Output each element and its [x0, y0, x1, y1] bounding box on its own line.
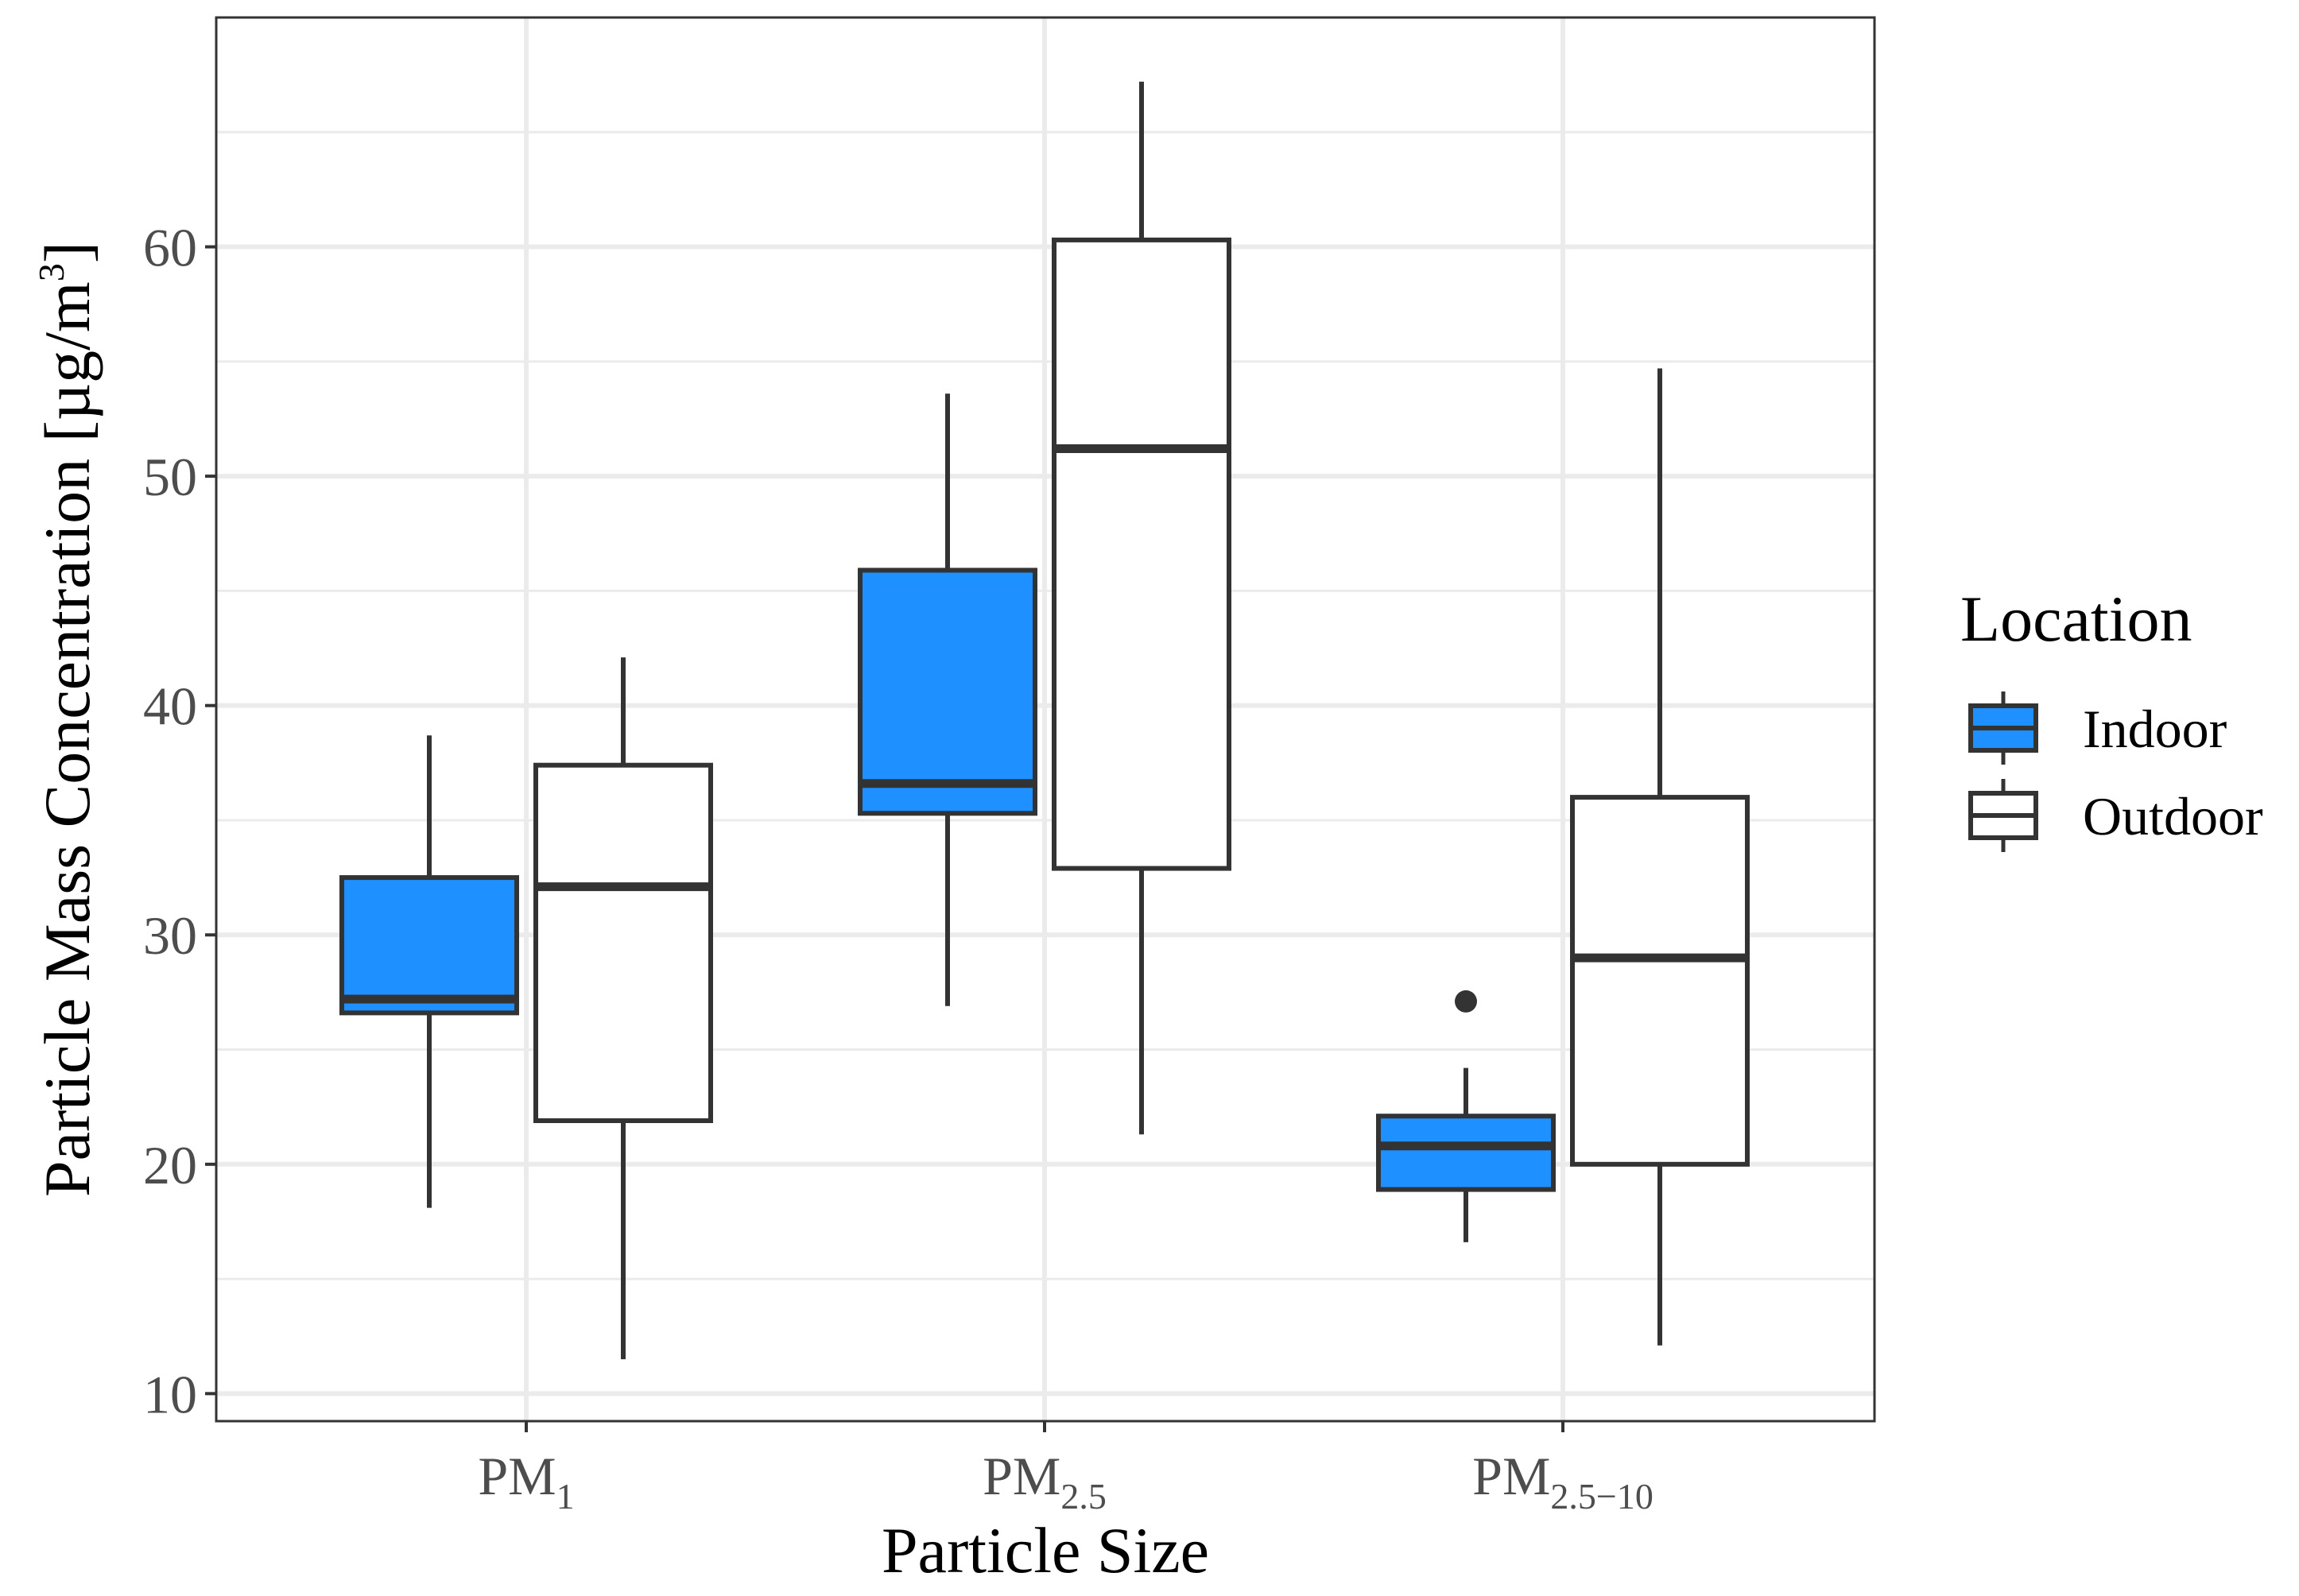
y-tick-label-1: 20: [143, 1135, 197, 1195]
x-tick-label-1: PM2.5: [983, 1446, 1107, 1517]
box-indoor-0: [339, 875, 519, 1016]
outlier-indoor-2-0: [1455, 990, 1477, 1013]
x-tick-label-main-2: PM: [1472, 1446, 1550, 1506]
legend-label-outdoor: Outdoor: [2083, 786, 2263, 846]
x-tick-label-subscript-1: 2.5: [1060, 1476, 1107, 1517]
box-outdoor-0: [533, 762, 713, 1123]
box-indoor-1: [858, 568, 1037, 816]
x-tick-label-subscript-0: 1: [556, 1476, 575, 1517]
y-tick-label-3: 40: [143, 676, 197, 737]
box-outdoor-2: [1570, 795, 1750, 1167]
y-axis: 10 20 30 40 50 60: [143, 218, 216, 1424]
y-axis-title-superscript: 3: [31, 263, 72, 281]
x-tick-label-main-1: PM: [983, 1446, 1060, 1506]
box-outdoor-1: [1052, 237, 1231, 871]
y-tick-label-5: 60: [143, 218, 197, 278]
x-axis: PM1 PM2.5 PM2.5−10: [478, 1421, 1653, 1517]
x-tick-label-0: PM1: [478, 1446, 574, 1517]
x-axis-title: Particle Size: [882, 1514, 1209, 1586]
legend-items: Indoor Outdoor: [1968, 691, 2263, 852]
x-tick-label-subscript-2: 2.5−10: [1550, 1476, 1653, 1517]
box-indoor-2: [1376, 1114, 1556, 1192]
y-tick-label-2: 30: [143, 905, 197, 966]
y-axis-title: Particle Mass Concentration [µg/m3]: [31, 242, 103, 1197]
x-tick-label-main-0: PM: [478, 1446, 556, 1506]
legend-title: Location: [1960, 583, 2192, 655]
legend-label-indoor: Indoor: [2083, 699, 2227, 759]
legend: Location Indoor Outdoor: [1960, 583, 2263, 852]
boxes-layer: [339, 81, 1750, 1360]
y-axis-title-main: Particle Mass Concentration [µg/m: [31, 281, 103, 1197]
y-tick-label-0: 10: [143, 1364, 197, 1424]
x-tick-label-2: PM2.5−10: [1472, 1446, 1653, 1517]
y-axis-title-end: ]: [31, 242, 103, 263]
y-tick-label-4: 50: [143, 447, 197, 507]
